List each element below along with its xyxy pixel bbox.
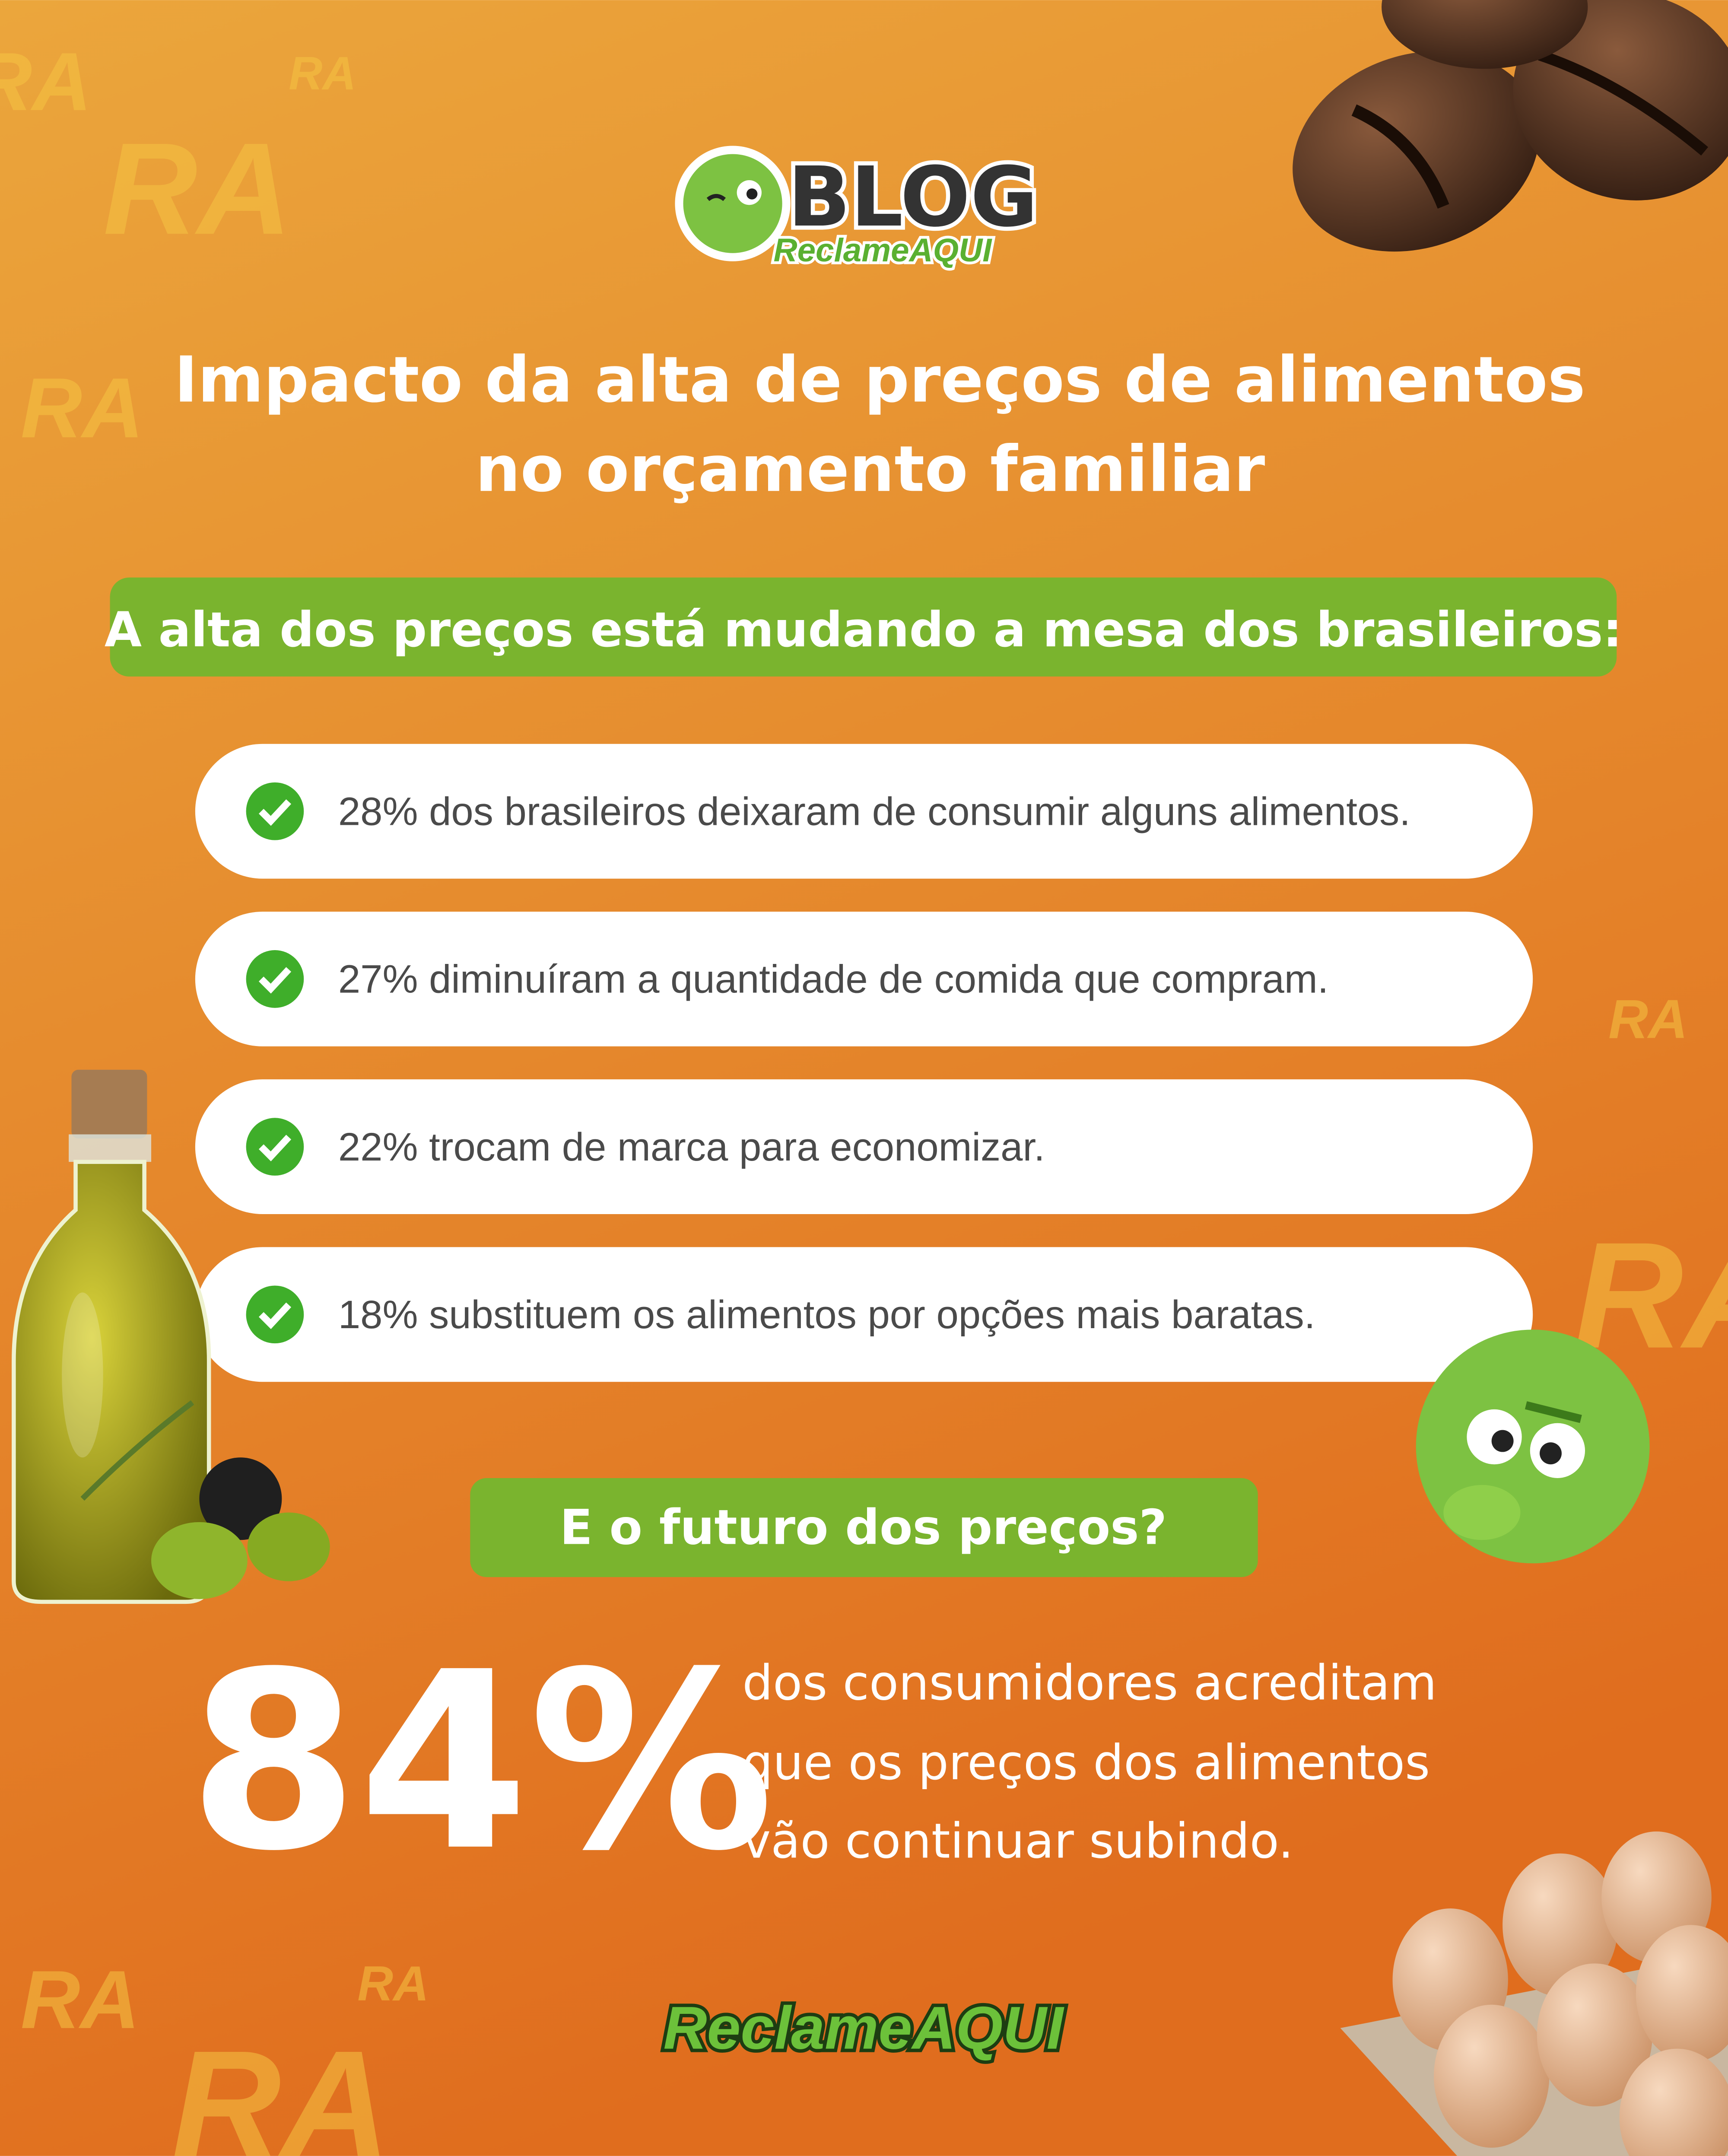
question: E o futuro dos preços? (560, 1500, 1167, 1556)
watermark: RA (1608, 989, 1688, 1050)
logo-brand: ReclameAQUI (773, 232, 992, 269)
item: 28% dos brasileiros deixaram de consumir… (195, 744, 1533, 879)
footer-brand: ReclameAQUI (663, 1994, 1064, 2062)
thinking-emoji (1416, 1329, 1650, 1564)
subtitle: A alta dos preços está mudando a mesa do… (105, 602, 1622, 658)
item-text: 18% substituem os alimentos por opções m… (338, 1292, 1315, 1337)
item-text: 22% trocam de marca para economizar. (338, 1124, 1045, 1169)
item: 22% trocam de marca para economizar. (195, 1079, 1533, 1215)
coffee-beans (1293, 0, 1728, 252)
eggs (1340, 1831, 1728, 2156)
title-line: Impacto da alta de preços de alimentos (174, 343, 1585, 417)
highlight-stat: 84% (188, 1619, 774, 1905)
highlight-text: dos consumidores acreditam (742, 1655, 1437, 1711)
watermark: RA (103, 116, 292, 262)
question-box (470, 1478, 1258, 1577)
highlight-text: vão continuar subindo. (742, 1813, 1293, 1869)
item-text: 27% diminuíram a quantidade de comida qu… (338, 957, 1329, 1002)
logo: BLOG ReclameAQUI (675, 146, 1042, 271)
item-list: 28% dos brasileiros deixaram de consumir… (195, 744, 1533, 1382)
item-text: 28% dos brasileiros deixaram de consumir… (338, 789, 1410, 833)
watermark: RA (172, 2019, 391, 2156)
logo-blog: BLOG (788, 149, 1038, 245)
watermark: RA (0, 36, 92, 128)
title-line: no orçamento familiar (475, 432, 1265, 506)
watermark: RA (21, 1954, 140, 2046)
watermark: RA (21, 360, 144, 455)
highlight-text: que os preços dos alimentos (742, 1735, 1430, 1791)
subtitle-box (110, 577, 1617, 677)
item: 27% diminuíram a quantidade de comida qu… (195, 911, 1533, 1046)
watermark: RA (289, 47, 356, 99)
watermark: RA (357, 1956, 429, 2011)
item: 18% substituem os alimentos por opções m… (195, 1247, 1533, 1382)
olive-oil (12, 1069, 330, 1604)
